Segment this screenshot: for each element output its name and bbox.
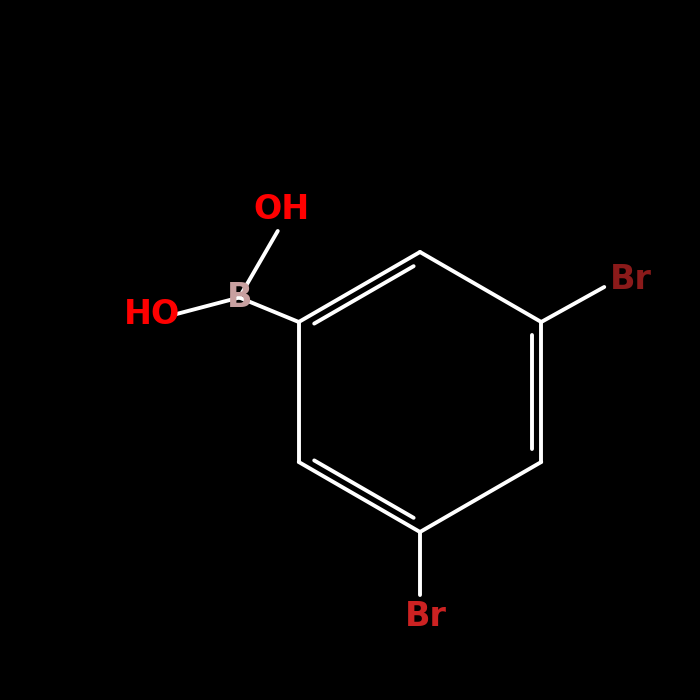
Text: B: B [227,281,252,314]
Text: Br: Br [405,599,447,633]
Text: OH: OH [253,193,309,227]
Text: Br: Br [610,263,652,297]
Text: HO: HO [124,298,180,332]
